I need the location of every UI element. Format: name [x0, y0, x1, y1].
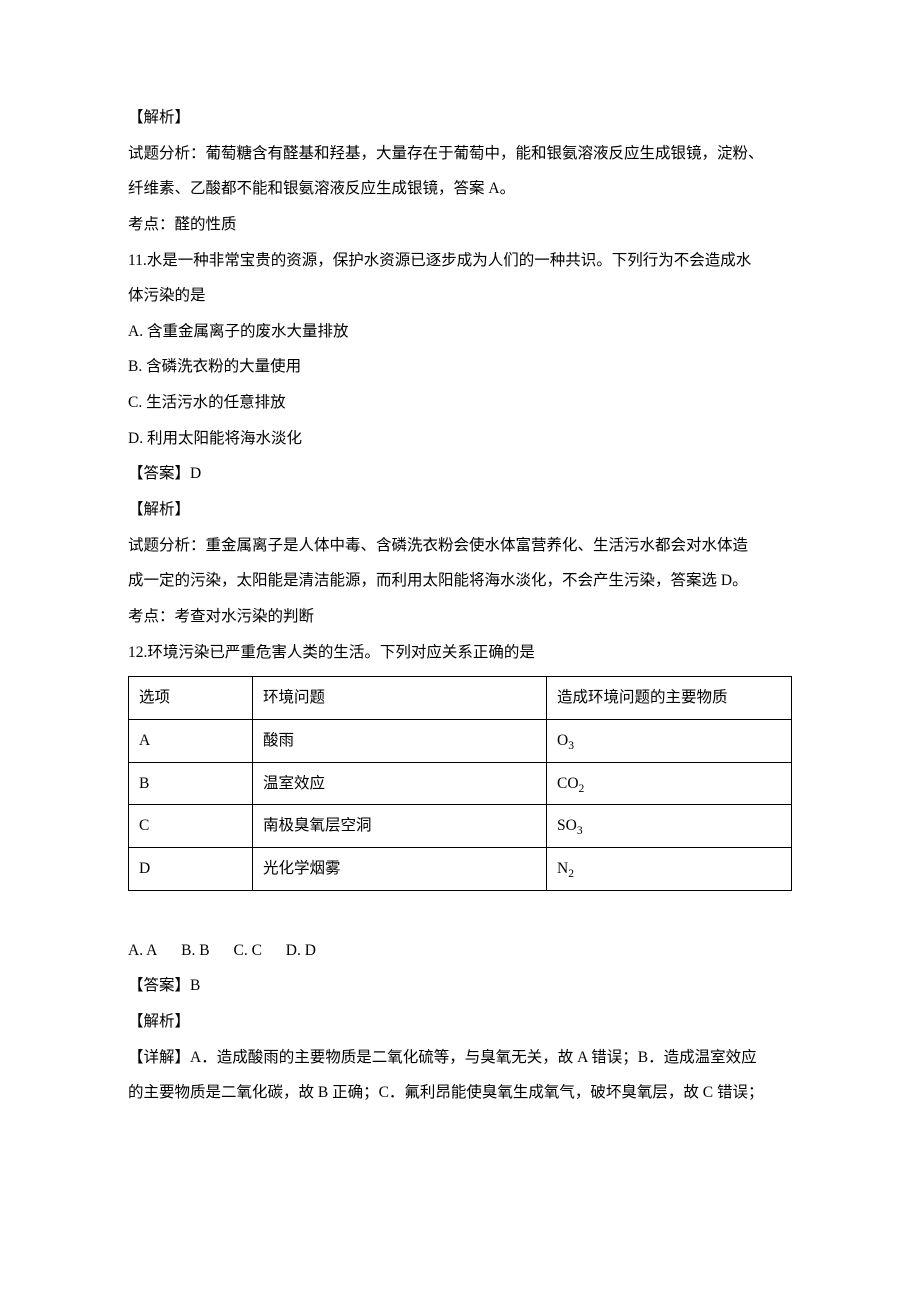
table-cell-issue: 光化学烟雾	[253, 848, 547, 891]
table-row: D 光化学烟雾 N2	[129, 848, 792, 891]
formula-subscript: 3	[577, 824, 583, 837]
table-header-cell: 选项	[129, 677, 253, 720]
q10-analysis-line: 纤维素、乙酸都不能和银氨溶液反应生成银镜，答案 A。	[128, 171, 792, 207]
q12-answer: 【答案】B	[128, 968, 792, 1004]
table-cell-issue: 温室效应	[253, 762, 547, 805]
q10-analysis-label: 【解析】	[128, 100, 792, 136]
q11-option-b: B. 含磷洗衣粉的大量使用	[128, 349, 792, 385]
formula-base: SO	[557, 817, 577, 834]
q12-choices: A. A B. B C. C D. D	[128, 933, 792, 969]
table-cell-option: A	[129, 719, 253, 762]
q12-analysis-label: 【解析】	[128, 1004, 792, 1040]
vertical-spacer	[128, 897, 792, 933]
formula-base: O	[557, 732, 568, 749]
q10-kaodian: 考点：醛的性质	[128, 207, 792, 243]
table-cell-cause: SO3	[547, 805, 792, 848]
q12-stem: 12.环境污染已严重危害人类的生活。下列对应关系正确的是	[128, 635, 792, 671]
q11-stem-line: 11.水是一种非常宝贵的资源，保护水资源已逐步成为人们的一种共识。下列行为不会造…	[128, 243, 792, 279]
q11-option-c: C. 生活污水的任意排放	[128, 385, 792, 421]
q10-analysis-line: 试题分析：葡萄糖含有醛基和羟基，大量存在于葡萄中，能和银氨溶液反应生成银镜，淀粉…	[128, 136, 792, 172]
q12-detail-line: 【详解】A．造成酸雨的主要物质是二氧化硫等，与臭氧无关，故 A 错误；B．造成温…	[128, 1040, 792, 1076]
document-page: 【解析】 试题分析：葡萄糖含有醛基和羟基，大量存在于葡萄中，能和银氨溶液反应生成…	[0, 0, 920, 1302]
table-row: B 温室效应 CO2	[129, 762, 792, 805]
table-cell-option: D	[129, 848, 253, 891]
q12-choice-a: A. A	[128, 942, 157, 959]
table-row: C 南极臭氧层空洞 SO3	[129, 805, 792, 848]
table-header-cell: 环境问题	[253, 677, 547, 720]
q12-choice-d: D. D	[286, 942, 316, 959]
formula-base: CO	[557, 775, 579, 792]
table-cell-issue: 南极臭氧层空洞	[253, 805, 547, 848]
table-cell-cause: CO2	[547, 762, 792, 805]
table-header-cell: 造成环境问题的主要物质	[547, 677, 792, 720]
table-cell-option: B	[129, 762, 253, 805]
formula-subscript: 2	[579, 782, 585, 795]
q11-stem-line: 体污染的是	[128, 278, 792, 314]
q11-answer: 【答案】D	[128, 456, 792, 492]
q11-option-d: D. 利用太阳能将海水淡化	[128, 421, 792, 457]
q12-choice-b: B. B	[181, 942, 209, 959]
table-cell-issue: 酸雨	[253, 719, 547, 762]
formula-base: N	[557, 860, 568, 877]
q11-analysis-line: 成一定的污染，太阳能是清洁能源，而利用太阳能将海水淡化，不会产生污染，答案选 D…	[128, 563, 792, 599]
table-cell-option: C	[129, 805, 253, 848]
q12-detail-line: 的主要物质是二氧化碳，故 B 正确；C．氟利昂能使臭氧生成氧气，破坏臭氧层，故 …	[128, 1075, 792, 1111]
q11-analysis-line: 试题分析：重金属离子是人体中毒、含磷洗衣粉会使水体富营养化、生活污水都会对水体造	[128, 528, 792, 564]
q11-option-a: A. 含重金属离子的废水大量排放	[128, 314, 792, 350]
q11-analysis-label: 【解析】	[128, 492, 792, 528]
table-cell-cause: N2	[547, 848, 792, 891]
formula-subscript: 3	[568, 739, 574, 752]
table-cell-cause: O3	[547, 719, 792, 762]
formula-subscript: 2	[568, 867, 574, 880]
table-header-row: 选项 环境问题 造成环境问题的主要物质	[129, 677, 792, 720]
q12-choice-c: C. C	[233, 942, 261, 959]
q12-table: 选项 环境问题 造成环境问题的主要物质 A 酸雨 O3 B 温室效应 CO2 C…	[128, 676, 792, 890]
q11-kaodian: 考点：考查对水污染的判断	[128, 599, 792, 635]
table-row: A 酸雨 O3	[129, 719, 792, 762]
